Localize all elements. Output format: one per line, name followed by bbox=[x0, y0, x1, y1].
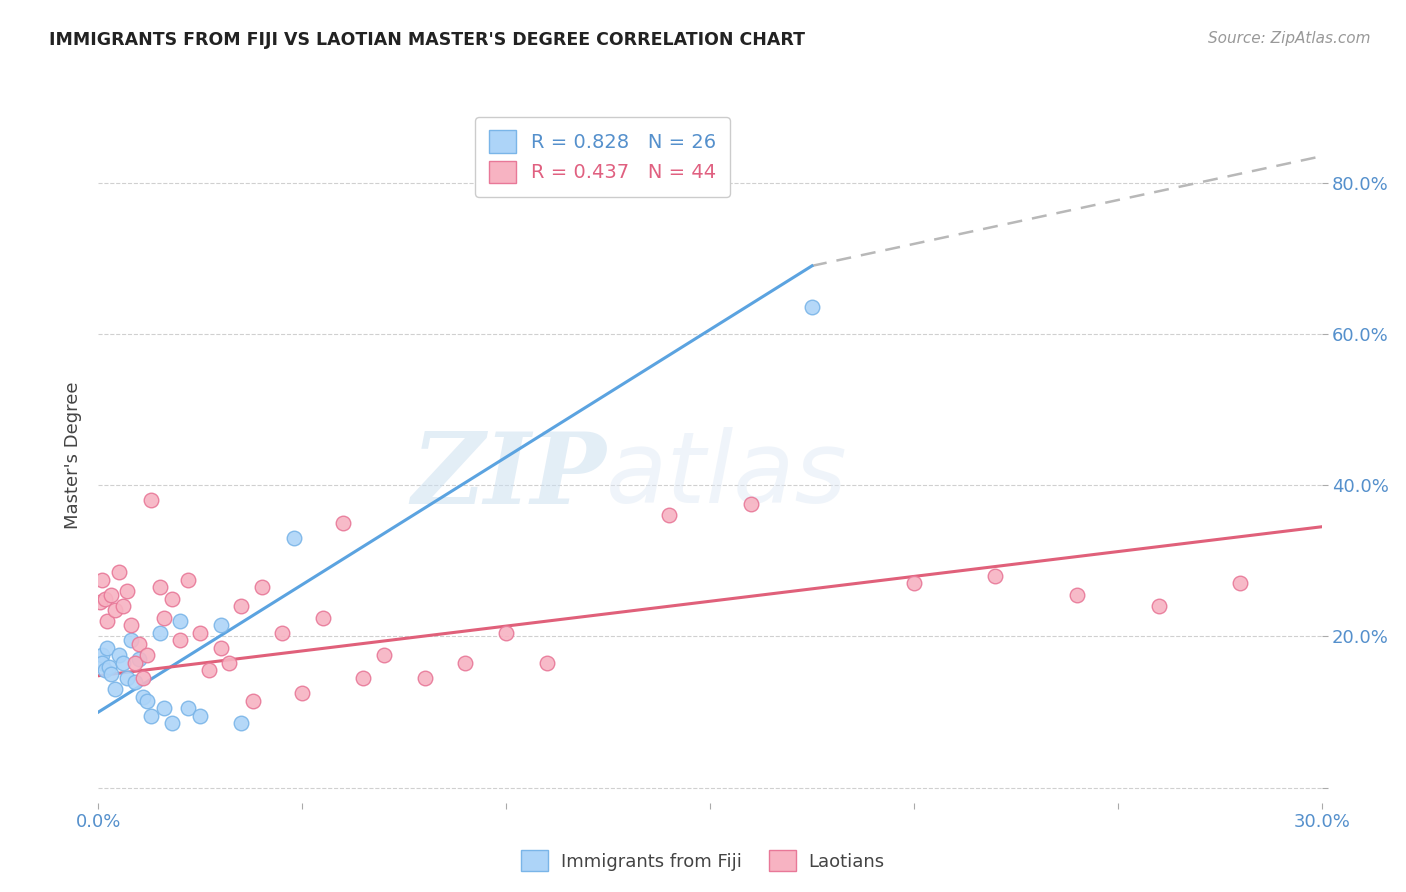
Point bbox=[115, 671, 138, 685]
Point bbox=[90, 648, 112, 663]
Point bbox=[93, 664, 115, 678]
Point bbox=[149, 580, 172, 594]
Point bbox=[231, 599, 253, 614]
Text: IMMIGRANTS FROM FIJI VS LAOTIAN MASTER'S DEGREE CORRELATION CHART: IMMIGRANTS FROM FIJI VS LAOTIAN MASTER'S… bbox=[49, 31, 806, 49]
Point bbox=[111, 656, 134, 670]
Point bbox=[100, 588, 122, 602]
Legend: R = 0.828   N = 26, R = 0.437   N = 44: R = 0.828 N = 26, R = 0.437 N = 44 bbox=[475, 117, 730, 196]
Point bbox=[332, 516, 354, 530]
Point bbox=[91, 656, 114, 670]
Point bbox=[188, 708, 212, 723]
Point bbox=[312, 610, 335, 624]
Point bbox=[160, 716, 183, 731]
Point bbox=[218, 656, 240, 670]
Point bbox=[132, 671, 155, 685]
Point bbox=[96, 640, 118, 655]
Point bbox=[740, 497, 762, 511]
Point bbox=[352, 671, 374, 685]
Point bbox=[93, 591, 115, 606]
Point bbox=[136, 694, 159, 708]
Point bbox=[124, 674, 146, 689]
Point bbox=[169, 615, 191, 629]
Point bbox=[270, 625, 294, 640]
Point bbox=[291, 686, 314, 700]
Point bbox=[91, 573, 114, 587]
Point bbox=[495, 625, 517, 640]
Point bbox=[984, 569, 1007, 583]
Text: Source: ZipAtlas.com: Source: ZipAtlas.com bbox=[1208, 31, 1371, 46]
Point bbox=[128, 637, 150, 651]
Point bbox=[97, 659, 120, 673]
Point bbox=[120, 633, 142, 648]
Point bbox=[89, 595, 111, 609]
Point bbox=[111, 599, 134, 614]
Point bbox=[104, 603, 127, 617]
Point bbox=[108, 648, 131, 663]
Point bbox=[658, 508, 681, 523]
Point bbox=[141, 493, 163, 508]
Point bbox=[1229, 576, 1251, 591]
Point bbox=[177, 573, 200, 587]
Y-axis label: Master's Degree: Master's Degree bbox=[65, 381, 83, 529]
Point bbox=[209, 640, 232, 655]
Legend: Immigrants from Fiji, Laotians: Immigrants from Fiji, Laotians bbox=[515, 843, 891, 879]
Point bbox=[1066, 588, 1088, 602]
Point bbox=[152, 610, 174, 624]
Point bbox=[136, 648, 159, 663]
Point bbox=[96, 615, 118, 629]
Point bbox=[209, 618, 232, 632]
Point bbox=[177, 701, 200, 715]
Text: ZIP: ZIP bbox=[411, 427, 606, 524]
Point bbox=[141, 708, 163, 723]
Point bbox=[160, 591, 183, 606]
Point bbox=[115, 584, 138, 599]
Point bbox=[536, 656, 558, 670]
Point bbox=[152, 701, 174, 715]
Point bbox=[1147, 599, 1170, 614]
Point bbox=[454, 656, 477, 670]
Point bbox=[100, 667, 122, 681]
Point bbox=[120, 618, 142, 632]
Point bbox=[197, 664, 219, 678]
Point bbox=[231, 716, 253, 731]
Point bbox=[188, 625, 212, 640]
Text: atlas: atlas bbox=[606, 427, 848, 524]
Point bbox=[124, 656, 146, 670]
Point bbox=[801, 301, 824, 315]
Point bbox=[413, 671, 436, 685]
Point bbox=[108, 565, 131, 579]
Point bbox=[250, 580, 273, 594]
Point bbox=[149, 625, 172, 640]
Point bbox=[169, 633, 191, 648]
Point bbox=[104, 682, 127, 697]
Point bbox=[283, 531, 305, 545]
Point bbox=[128, 652, 150, 666]
Point bbox=[903, 576, 925, 591]
Point bbox=[132, 690, 155, 704]
Point bbox=[242, 694, 264, 708]
Point bbox=[373, 648, 395, 663]
